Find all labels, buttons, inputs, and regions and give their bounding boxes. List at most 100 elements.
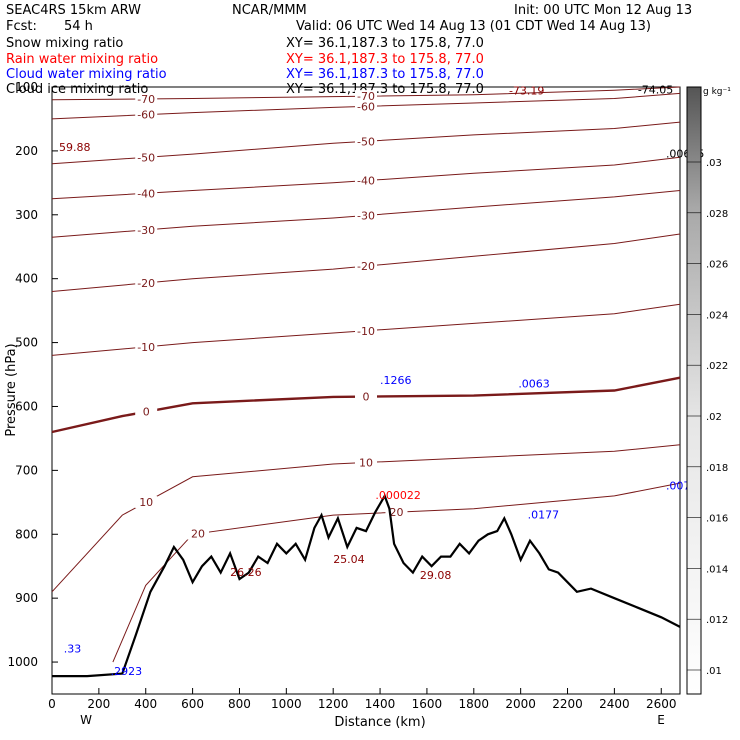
temperature-contour-label: -20: [137, 277, 155, 290]
field-extreme-annotation: .2923: [111, 665, 143, 678]
x-tick-label: 600: [181, 697, 204, 711]
x-tick-label: 2400: [599, 697, 630, 711]
temperature-contour-label: 0: [363, 391, 370, 404]
y-tick-label: 600: [15, 399, 38, 413]
temperature-contour-label: -60: [357, 100, 375, 113]
contour-label-bg: [186, 527, 209, 540]
endpoint-left: W: [80, 713, 92, 727]
field-xy-snow: XY= 36.1,187.3 to 175.8, 77.0: [286, 36, 484, 51]
x-tick-label: 1000: [271, 697, 302, 711]
temperature-contour-line: [51, 303, 681, 356]
colorbar-label: .024: [706, 310, 728, 321]
colorbar-label: .018: [706, 463, 728, 474]
field-name-rain: Rain water mixing ratio: [6, 52, 158, 67]
contour-label-bg: [135, 92, 158, 105]
y-tick-label-top: 100: [15, 80, 38, 94]
field-extreme-annotation: .000022: [375, 489, 421, 502]
field-extreme-annotation: .0063: [518, 377, 550, 390]
x-axis-label: Distance (km): [334, 715, 425, 730]
temperature-contour-label: -70: [137, 93, 155, 106]
x-tick-label: 2000: [505, 697, 536, 711]
contour-label-bg: [355, 209, 377, 222]
temperature-contour-line: [51, 376, 681, 434]
temperature-contour-label: -20: [357, 260, 375, 273]
colorbar: g kg⁻¹ .01 .012 .014 .016 .018 .02 .022 .024 .02…: [686, 86, 731, 695]
temperature-contour-label: 0: [143, 406, 150, 419]
temperature-contour-label: -50: [357, 135, 375, 148]
contour-label-bg: [135, 223, 158, 236]
field-extreme-annotation: .0177: [528, 508, 560, 521]
x-tick-label: 0: [48, 697, 56, 711]
temperature-contour-line: [51, 92, 681, 120]
annotations-layer: -73.19 -74.0559.88.00665.1266.0063.000022…: [59, 83, 704, 677]
temperature-contour-line: [51, 233, 681, 292]
contour-label-bg: [355, 100, 377, 113]
colorbar-label: .01: [706, 666, 722, 677]
field-name-cloud-ice: Cloud ice mixing ratio: [6, 82, 148, 97]
y-tick-label: 700: [15, 463, 38, 477]
colorbar-label: .012: [706, 615, 728, 626]
temperature-contour-label: -10: [357, 325, 375, 338]
temperature-contour-label: 20: [191, 528, 205, 541]
field-xy-rain: XY= 36.1,187.3 to 175.8, 77.0: [286, 52, 484, 67]
field-name-snow: Snow mixing ratio: [6, 36, 123, 51]
x-tick-label: 1600: [412, 697, 443, 711]
y-tick-label: 300: [15, 208, 38, 222]
contour-label-bg: [355, 174, 377, 187]
temperature-contour-label: 20: [389, 506, 403, 519]
org-title: NCAR/MMM: [232, 3, 307, 18]
contour-label-bg: [355, 90, 377, 103]
y-axis-ticks: 200 300 400 500 600 700 800 900 1000 100: [7, 80, 58, 669]
terrain-line: [52, 493, 681, 678]
colorbar-label: .02: [706, 412, 722, 423]
colorbar-label: .03: [706, 158, 722, 169]
plot-frame: [51, 86, 681, 695]
valid-time: Valid: 06 UTC Wed 14 Aug 13 (01 CDT Wed …: [296, 19, 651, 34]
contour-label-bg: [135, 340, 158, 353]
contour-label-bg: [135, 496, 158, 509]
field-extreme-annotation: -74.05: [638, 83, 673, 96]
colorbar-labels: .01 .012 .014 .016 .018 .02 .022 .024 .026 .028 .0…: [687, 158, 728, 677]
temperature-contour-line: [51, 156, 681, 200]
y-tick-label: 500: [15, 336, 38, 350]
field-extreme-annotation: .007: [666, 480, 691, 493]
y-tick-label: 400: [15, 272, 38, 286]
field-extreme-annotation: 25.04: [333, 553, 365, 566]
temperature-contour-label: -70: [357, 90, 375, 103]
x-tick-label: 1800: [459, 697, 490, 711]
temperature-contour-label: 10: [359, 456, 373, 469]
contour-label-bg: [355, 324, 377, 337]
contour-label-bg: [355, 456, 377, 469]
field-xy-cloud-ice: XY= 36.1,187.3 to 175.8, 77.0: [286, 82, 484, 97]
x-tick-label: 800: [228, 697, 251, 711]
y-tick-label: 1000: [7, 655, 38, 669]
temperature-contour-line: [51, 86, 681, 101]
temperature-contour-line: [112, 482, 681, 663]
contour-label-bg: [135, 187, 158, 200]
terrain-layer: [52, 493, 681, 678]
contour-label-bg: [135, 276, 158, 289]
colorbar-label: .016: [706, 514, 728, 525]
temperature-contour-line: [51, 121, 681, 165]
temperature-contour-label: -40: [357, 175, 375, 188]
field-xy-cloud-water: XY= 36.1,187.3 to 175.8, 77.0: [286, 67, 484, 82]
contour-label-bg: [135, 405, 158, 418]
temperature-contour-label: -40: [137, 187, 155, 200]
y-tick-label: 900: [15, 591, 38, 605]
field-extreme-annotation: 26.26: [230, 566, 261, 579]
field-extreme-annotation: 29.08: [420, 569, 452, 582]
colorbar-unit: g kg⁻¹: [703, 87, 731, 97]
contour-label-bg: [355, 260, 377, 273]
x-tick-label: 1200: [318, 697, 349, 711]
temperature-contour-line: [51, 444, 681, 593]
field-name-cloud-water: Cloud water mixing ratio: [6, 67, 167, 82]
contour-label-bg: [355, 135, 377, 148]
contour-label-bg: [135, 108, 158, 121]
y-tick-label: 200: [15, 144, 38, 158]
y-axis-label: Pressure (hPa): [4, 343, 19, 436]
contour-label-bg: [355, 390, 377, 403]
field-extreme-annotation: -73.19: [509, 85, 544, 98]
x-tick-label: 400: [134, 697, 157, 711]
temperature-contour-line: [51, 190, 681, 238]
